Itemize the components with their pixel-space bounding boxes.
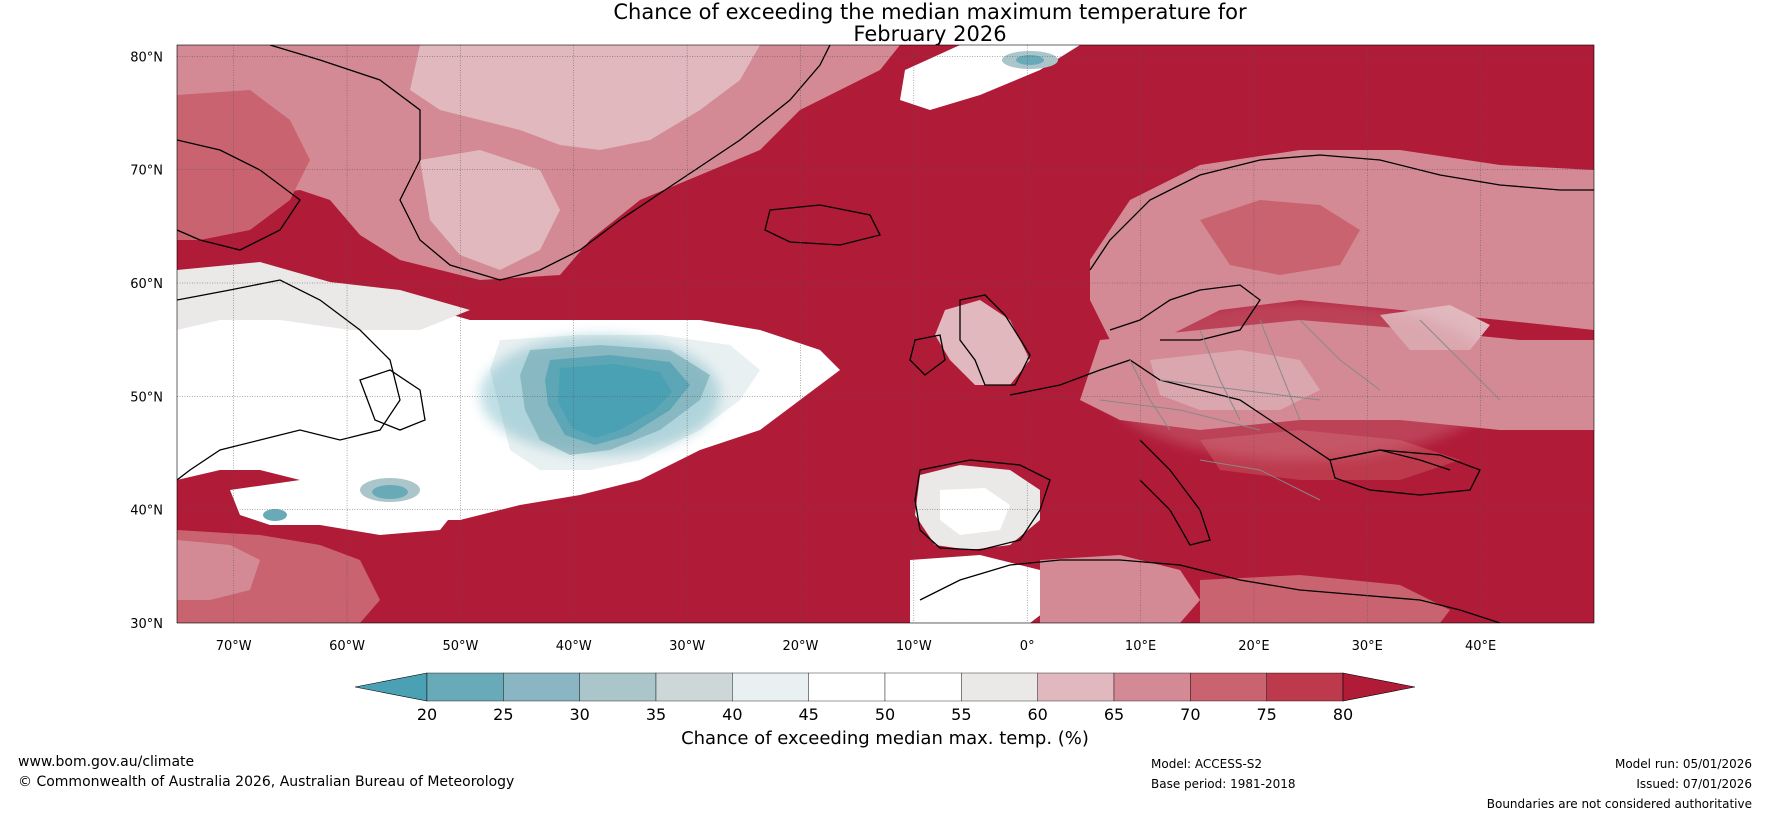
colorbar-segment bbox=[503, 672, 580, 702]
latitude-labels: 80°N 70°N 60°N 50°N 40°N 30°N bbox=[130, 50, 163, 632]
lon-label: 60°W bbox=[329, 639, 365, 654]
footer-issued: Issued: 07/01/2026 bbox=[1636, 777, 1752, 791]
colorbar bbox=[354, 672, 1416, 702]
lon-label: 10°E bbox=[1125, 639, 1156, 654]
colorbar-tick-label: 55 bbox=[951, 705, 971, 724]
svalbard-cool-core bbox=[1016, 55, 1044, 65]
colorbar-label: Chance of exceeding median max. temp. (%… bbox=[681, 728, 1089, 749]
colorbar-tick-label: 20 bbox=[417, 705, 437, 724]
greenland-center bbox=[420, 150, 560, 270]
lon-label: 0° bbox=[1020, 639, 1035, 654]
title-line-2: February 2026 bbox=[853, 22, 1007, 46]
colorbar-tick-label: 50 bbox=[875, 705, 895, 724]
colorbar-tick-label: 35 bbox=[646, 705, 666, 724]
colorbar-segment bbox=[1037, 672, 1115, 702]
colorbar-tick-label: 80 bbox=[1333, 705, 1353, 724]
baffin-region bbox=[177, 90, 310, 240]
colorbar-extend-high bbox=[1342, 672, 1416, 702]
colorbar-extend-low bbox=[354, 672, 428, 702]
footer-base-period: Base period: 1981-2018 bbox=[1151, 777, 1296, 791]
lon-label: 20°W bbox=[783, 639, 819, 654]
colorbar-segment bbox=[655, 672, 733, 702]
lon-label: 40°W bbox=[556, 639, 592, 654]
uk-region bbox=[935, 300, 1030, 385]
colorbar-segment bbox=[884, 672, 962, 702]
colorbar-tick-label: 75 bbox=[1256, 705, 1276, 724]
arctic-lighter-region bbox=[410, 45, 760, 150]
scandinavia-high bbox=[1200, 200, 1360, 275]
north-africa-light bbox=[910, 555, 1060, 623]
colorbar-tick-label: 70 bbox=[1180, 705, 1200, 724]
lat-label: 50°N bbox=[130, 390, 163, 405]
colorbar-segment bbox=[426, 672, 504, 702]
lon-label: 10°W bbox=[896, 639, 932, 654]
footer-model-run: Model run: 05/01/2026 bbox=[1614, 757, 1752, 771]
lon-label: 20°E bbox=[1238, 639, 1269, 654]
colorbar-tick-label: 30 bbox=[569, 705, 589, 724]
sahara-pink bbox=[1200, 575, 1450, 623]
gridlines bbox=[177, 45, 1594, 623]
labrador-grey-edge bbox=[177, 262, 470, 330]
colorbar-tick-label: 40 bbox=[722, 705, 742, 724]
title-line-1: Chance of exceeding the median maximum t… bbox=[613, 0, 1247, 24]
colorbar-segment bbox=[732, 672, 809, 702]
lat-label: 70°N bbox=[130, 164, 163, 179]
sw-cool-spot-2 bbox=[263, 509, 287, 521]
colorbar-tick-label: 45 bbox=[798, 705, 818, 724]
footer-copyright: © Commonwealth of Australia 2026, Austra… bbox=[18, 774, 515, 790]
colorbar-segment bbox=[1113, 672, 1191, 702]
lon-label: 50°W bbox=[442, 639, 478, 654]
coastlines bbox=[177, 45, 1594, 623]
lat-label: 80°N bbox=[130, 50, 163, 65]
lon-label: 70°W bbox=[216, 639, 252, 654]
sw-cool-core bbox=[372, 485, 408, 499]
map-frame bbox=[176, 44, 1595, 624]
colorbar-tick-label: 25 bbox=[493, 705, 513, 724]
arctic-pink-region bbox=[177, 45, 900, 280]
country-borders bbox=[1099, 319, 1501, 501]
colorbar-ticks: 20 25 30 35 40 45 50 55 60 65 70 75 80 bbox=[417, 705, 1353, 724]
colorbar-segment bbox=[1190, 672, 1267, 702]
north-africa-pink bbox=[1040, 555, 1200, 623]
footer-website: www.bom.gov.au/climate bbox=[18, 754, 195, 770]
colorbar-segment bbox=[808, 672, 886, 702]
us-coast-light bbox=[177, 540, 260, 600]
colorbar-tick-label: 65 bbox=[1104, 705, 1124, 724]
lat-label: 60°N bbox=[130, 277, 163, 292]
map-area bbox=[177, 45, 1594, 623]
colorbar-tick-label: 60 bbox=[1027, 705, 1047, 724]
lat-label: 40°N bbox=[130, 504, 163, 519]
footer-disclaimer: Boundaries are not considered authoritat… bbox=[1486, 797, 1752, 811]
lon-label: 40°E bbox=[1465, 639, 1496, 654]
colorbar-segment bbox=[961, 672, 1038, 702]
footer-model: Model: ACCESS-S2 bbox=[1151, 757, 1263, 771]
lon-label: 30°W bbox=[669, 639, 705, 654]
lat-label: 30°N bbox=[130, 617, 163, 632]
colorbar-segment bbox=[1266, 672, 1344, 702]
colorbar-segment bbox=[579, 672, 657, 702]
longitude-labels: 70°W 60°W 50°W 40°W 30°W 20°W 10°W 0° 10°E 20°E 30… bbox=[216, 639, 1497, 654]
iberia-inner bbox=[940, 488, 1010, 535]
lon-label: 30°E bbox=[1352, 639, 1383, 654]
